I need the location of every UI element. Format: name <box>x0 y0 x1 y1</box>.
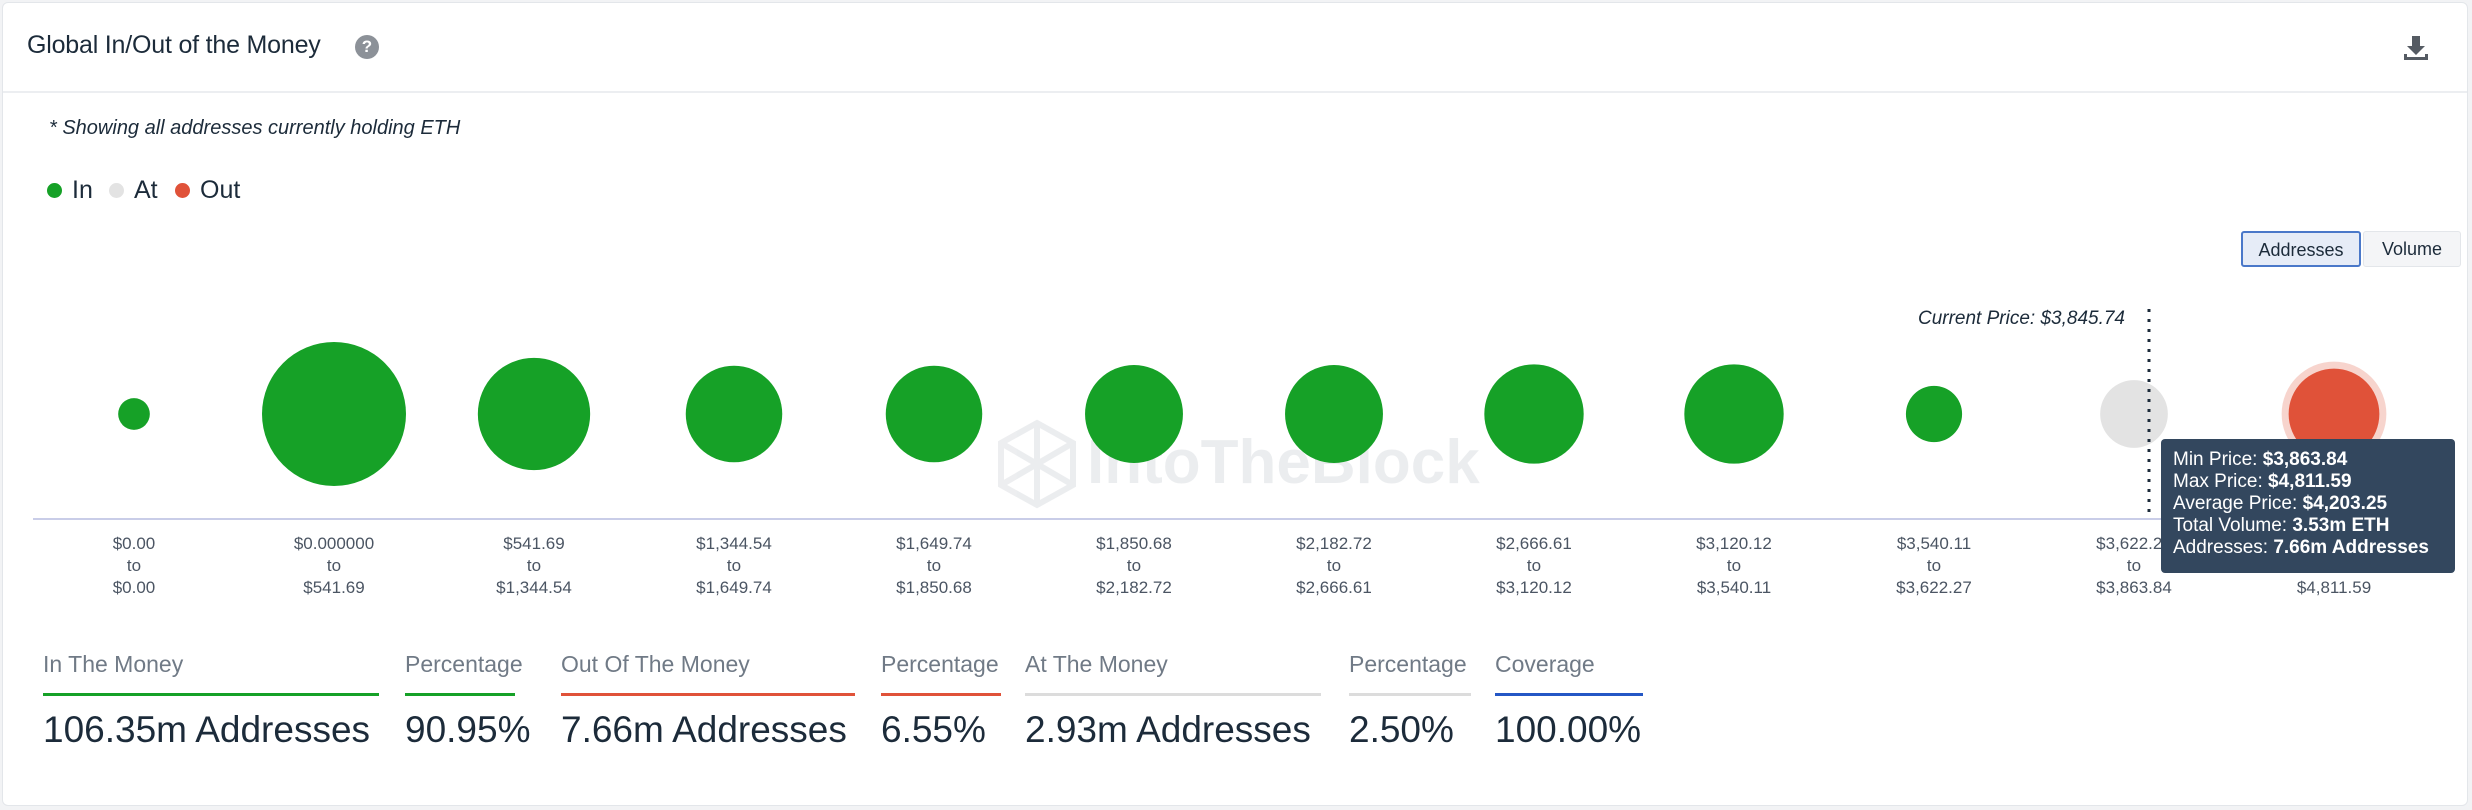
summary-at-percentage: Percentage 2.50% <box>1347 651 1471 761</box>
card-title: Global In/Out of the Money <box>27 31 321 59</box>
tick-label-to: $1,649.74 <box>696 578 772 597</box>
summary-in-percentage: Percentage 90.95% <box>403 651 531 761</box>
summary-bar-at <box>1349 693 1471 696</box>
summary-bar-out <box>881 693 1001 696</box>
tick-label-from: $2,666.61 <box>1496 534 1572 553</box>
tick-label-from: $2,182.72 <box>1296 534 1372 553</box>
summary-label: Percentage <box>1349 651 1467 677</box>
watermark-hexagon <box>998 419 1076 509</box>
summary-label: Percentage <box>405 651 523 677</box>
tooltip-row: Average Price: $4,203.25 <box>2173 493 2388 514</box>
bubble-in <box>1684 364 1784 464</box>
bubble-in <box>885 365 983 463</box>
summary-bar-in <box>43 693 379 696</box>
summary-value: 90.95% <box>405 709 531 750</box>
summary-bar-at <box>1025 693 1321 696</box>
summary-value: 100.00% <box>1495 709 1642 750</box>
tooltip-row: Max Price: $4,811.59 <box>2173 471 2352 492</box>
tick-label-to-word: to <box>1127 556 1141 575</box>
tick-label-to: $541.69 <box>303 578 364 597</box>
tick-label-to: $4,811.59 <box>2297 578 2371 597</box>
tick-label-to-word: to <box>127 556 141 575</box>
bubble-in <box>1285 365 1383 463</box>
tick-label-from: $1,850.68 <box>1096 534 1172 553</box>
tick-label-from: $3,120.12 <box>1696 534 1772 553</box>
tooltip-row: Addresses: 7.66m Addresses <box>2173 537 2429 558</box>
tick-label-to: $2,182.72 <box>1096 578 1172 597</box>
tick-label-from: $1,344.54 <box>696 534 772 553</box>
bubble-chart: IntoTheBlock $0.00 to $0.00 $0.000000 to $541.… <box>33 308 2443 597</box>
watermark-logo: IntoTheBlock <box>998 419 1480 509</box>
summary-value: 106.35m Addresses <box>43 709 371 750</box>
tick-label-to: $2,666.61 <box>1296 578 1372 597</box>
summary-label: Out Of The Money <box>561 651 750 677</box>
legend-dot-out <box>175 183 190 198</box>
summary-coverage: Coverage 100.00% <box>1493 651 1643 761</box>
tick-label-to-word: to <box>527 556 541 575</box>
tick-label-from: $3,540.11 <box>1897 534 1971 553</box>
bubble-in <box>262 342 406 486</box>
legend-label: Out <box>200 176 241 204</box>
tooltip-row: Total Volume: 3.53m ETH <box>2173 515 2390 536</box>
summary-bar-in <box>405 693 515 696</box>
tick-label-from: $541.69 <box>503 534 564 553</box>
summary-label: At The Money <box>1025 651 1168 677</box>
tick-label-to-word: to <box>727 556 741 575</box>
bubble-at <box>2100 380 2168 448</box>
legend-label: At <box>134 176 158 204</box>
summary-label: In The Money <box>43 651 184 677</box>
tick-label-to: $0.00 <box>113 578 156 597</box>
legend-label: In <box>72 176 93 204</box>
tick-label-from: $1,649.74 <box>896 534 972 553</box>
summary-value: 2.93m Addresses <box>1025 709 1311 750</box>
bucket-tooltip: Min Price: $3,863.84 Max Price: $4,811.5… <box>2161 439 2455 573</box>
summary-in-the-money: In The Money 106.35m Addresses <box>41 651 379 761</box>
bubble-in <box>685 365 783 463</box>
bubble-in <box>1484 364 1584 464</box>
question-circle-icon[interactable]: ? <box>355 35 379 59</box>
current-price-label: Current Price: $3,845.74 <box>1918 308 2125 329</box>
summary-value: 7.66m Addresses <box>561 709 847 750</box>
download-icon[interactable] <box>2401 33 2431 63</box>
bubble-out <box>2288 368 2380 460</box>
summary-at-the-money: At The Money 2.93m Addresses <box>1023 651 1321 761</box>
summary-bar-coverage <box>1495 693 1643 696</box>
summary-out-of-the-money: Out Of The Money 7.66m Addresses <box>559 651 855 761</box>
bubble-in <box>1905 385 1963 443</box>
tick-label-to: $3,622.27 <box>1896 578 1972 597</box>
tooltip-row: Min Price: $3,863.84 <box>2173 449 2348 470</box>
tick-label-from: $3,622.27 <box>2096 534 2172 553</box>
tick-label-to-word: to <box>327 556 341 575</box>
legend-dot-in <box>47 183 62 198</box>
holding-note: * Showing all addresses currently holdin… <box>49 117 461 139</box>
summary-label: Coverage <box>1495 651 1595 677</box>
tick-label-to: $3,863.84 <box>2096 578 2172 597</box>
tick-label-to-word: to <box>2127 556 2141 575</box>
bubble-in <box>477 357 591 471</box>
addresses-toggle-button[interactable]: Addresses <box>2241 231 2361 267</box>
bubble-in <box>118 398 150 430</box>
tick-label-to: $3,540.11 <box>1697 578 1771 597</box>
tick-label-to-word: to <box>1327 556 1341 575</box>
tick-label-to: $1,850.68 <box>896 578 972 597</box>
summary-value: 6.55% <box>881 709 986 750</box>
tick-label-to-word: to <box>1927 556 1941 575</box>
bubble-in <box>1085 365 1183 463</box>
legend-dot-at <box>109 183 124 198</box>
tick-label-from: $0.000000 <box>294 534 374 553</box>
summary-bar-out <box>561 693 855 696</box>
tick-label-to-word: to <box>1527 556 1541 575</box>
tick-label-from: $0.00 <box>113 534 156 553</box>
summary-out-percentage: Percentage 6.55% <box>879 651 1001 761</box>
volume-toggle-button[interactable]: Volume <box>2363 231 2461 267</box>
summary-label: Percentage <box>881 651 999 677</box>
summary-value: 2.50% <box>1349 709 1454 750</box>
tick-label-to-word: to <box>927 556 941 575</box>
tick-label-to-word: to <box>1727 556 1741 575</box>
card-header: Global In/Out of the Money ? <box>3 3 2467 93</box>
tick-label-to: $1,344.54 <box>496 578 572 597</box>
tick-label-to: $3,120.12 <box>1496 578 1572 597</box>
